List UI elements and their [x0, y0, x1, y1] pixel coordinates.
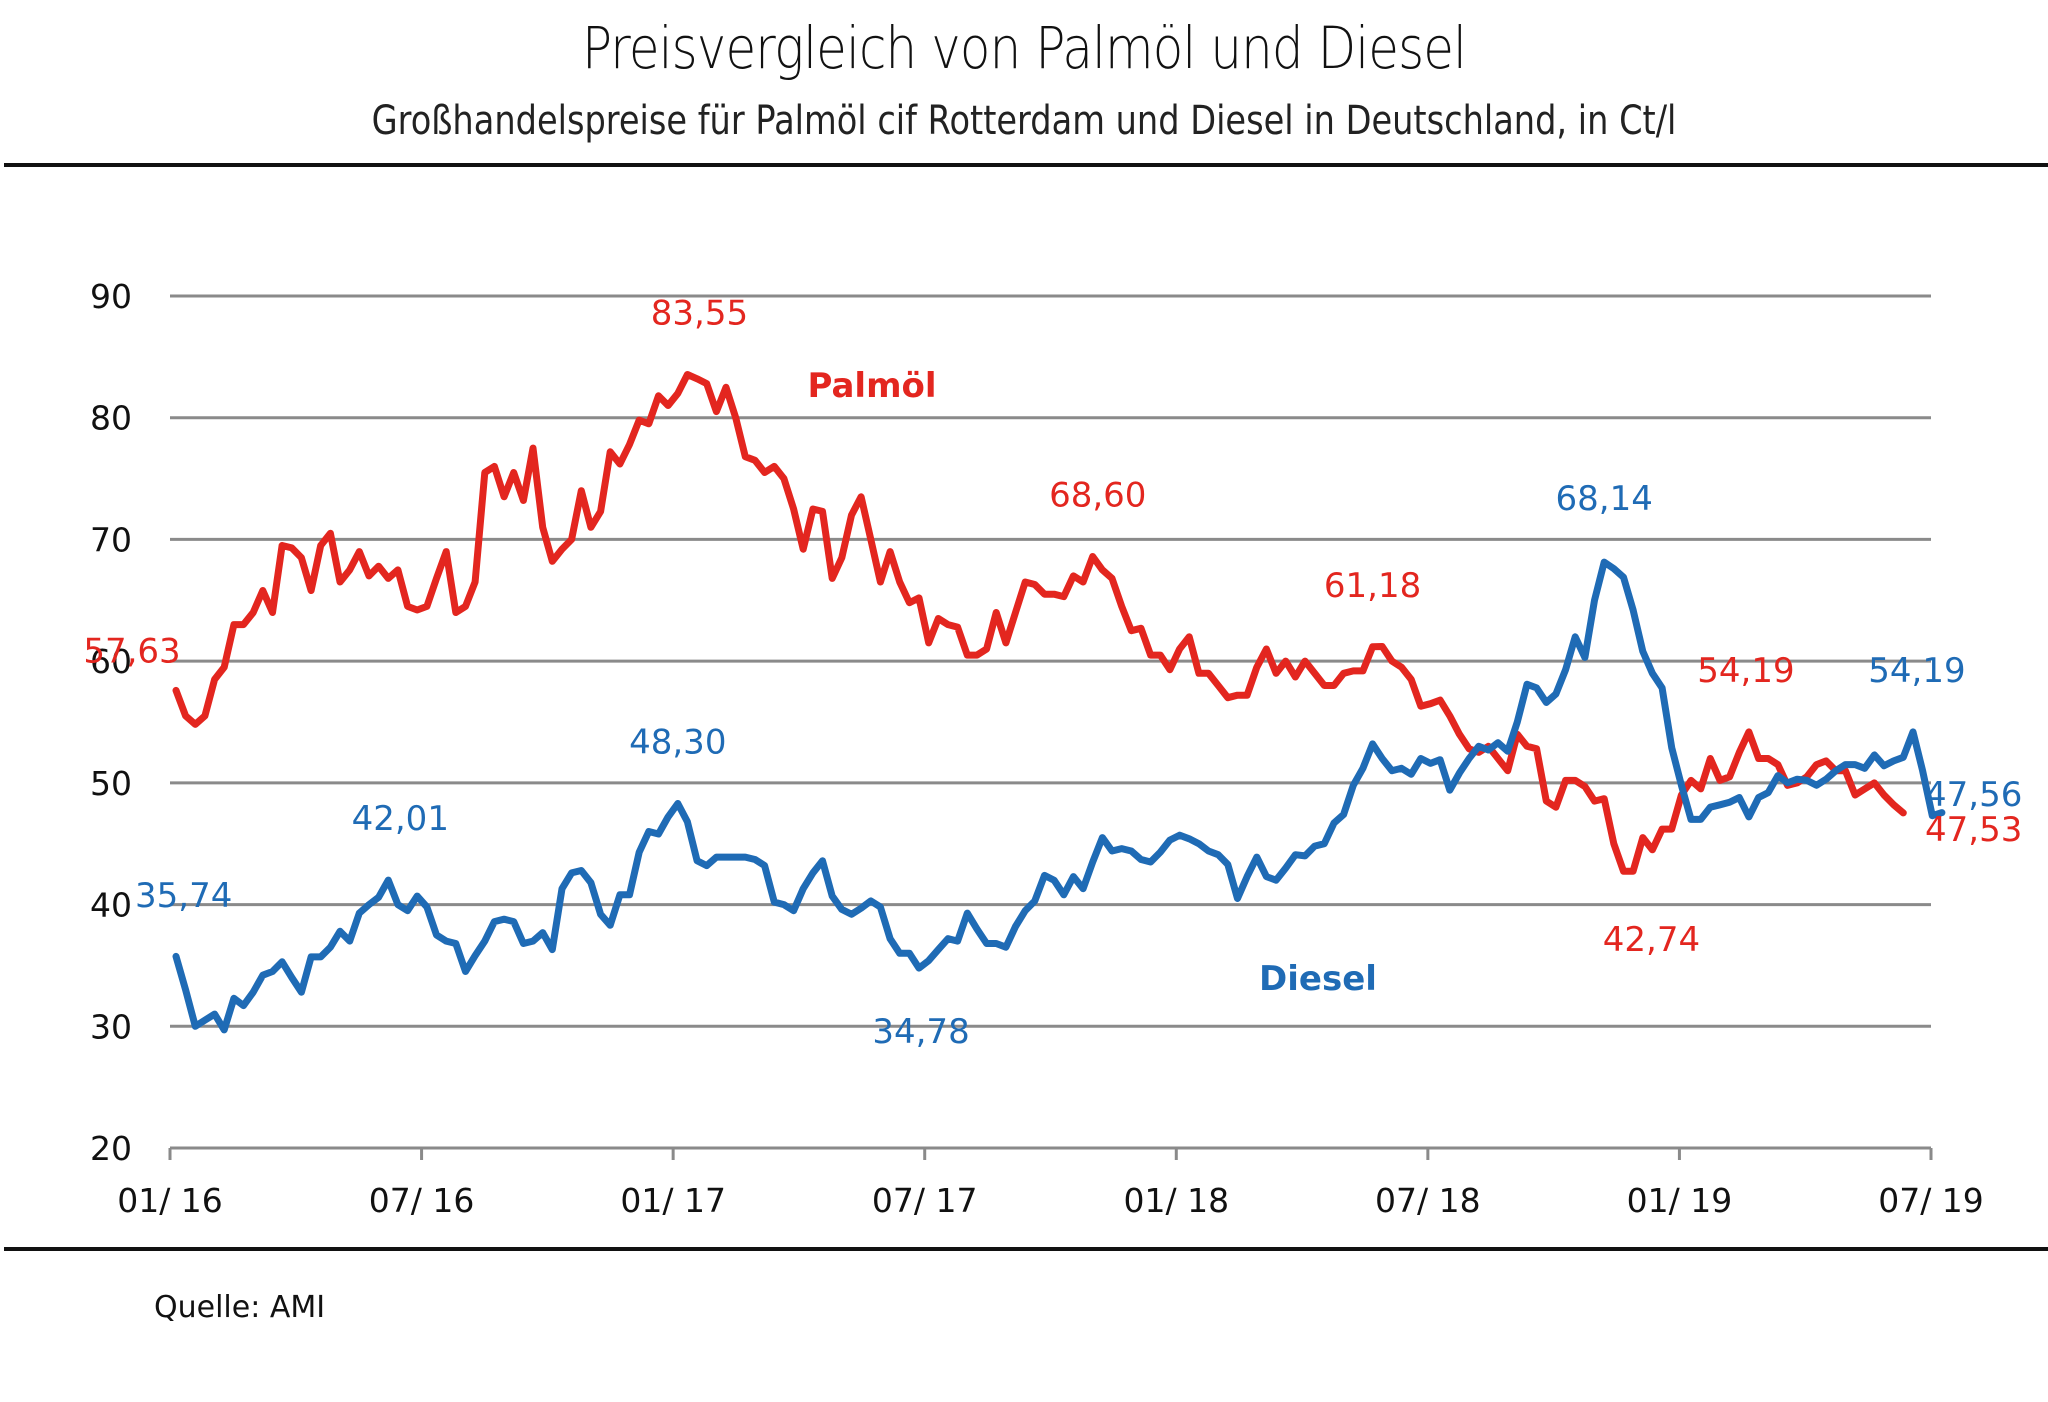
data-label: 68,14: [1556, 479, 1653, 519]
data-label: 42,74: [1603, 920, 1700, 960]
data-label: 54,19: [1868, 651, 1965, 691]
data-label: 61,18: [1324, 566, 1421, 606]
data-label: 57,63: [83, 631, 180, 671]
x-tick-label: 07/ 17: [872, 1181, 978, 1220]
y-tick-label: 60: [90, 642, 132, 681]
data-label: 54,19: [1697, 651, 1794, 691]
bottom-divider: [4, 1247, 2048, 1251]
data-label: 68,60: [1049, 475, 1146, 515]
series-line-palmoel: [172, 371, 1907, 875]
data-label: 34,78: [872, 1012, 969, 1052]
top-divider: [4, 163, 2048, 167]
y-tick-label: 70: [90, 520, 132, 559]
chart-subtitle: Großhandelspreise für Palmöl cif Rotterd…: [371, 98, 1677, 144]
x-tick-label: 07/ 16: [369, 1181, 475, 1220]
y-tick-label: 80: [90, 399, 132, 438]
x-tick-label: 01/ 19: [1627, 1181, 1733, 1220]
series-line-diesel: [172, 558, 1946, 1034]
y-tick-label: 30: [90, 1007, 132, 1046]
x-tick-label: 01/ 16: [117, 1181, 223, 1220]
y-tick-label: 40: [90, 886, 132, 925]
y-tick-label: 20: [90, 1129, 132, 1168]
data-label: 47,56: [1925, 775, 2022, 815]
data-label: 42,01: [352, 799, 449, 839]
source-note: Quelle: AMI: [154, 1290, 326, 1325]
data-label: 47,53: [1925, 810, 2022, 850]
y-tick-label: 50: [90, 764, 132, 803]
series-label-diesel: Diesel: [1259, 959, 1377, 999]
y-tick-label: 90: [90, 277, 132, 316]
x-tick-label: 07/ 18: [1375, 1181, 1481, 1220]
x-tick-label: 01/ 17: [620, 1181, 726, 1220]
data-label: 35,74: [135, 876, 232, 916]
x-tick-label: 01/ 18: [1123, 1181, 1229, 1220]
x-tick-label: 07/ 19: [1878, 1181, 1984, 1220]
data-label: 83,55: [651, 294, 748, 334]
chart-title: Preisvergleich von Palmöl und Diesel: [581, 14, 1467, 82]
data-label: 48,30: [629, 723, 726, 763]
series-label-palmoel: Palmöl: [807, 366, 936, 406]
